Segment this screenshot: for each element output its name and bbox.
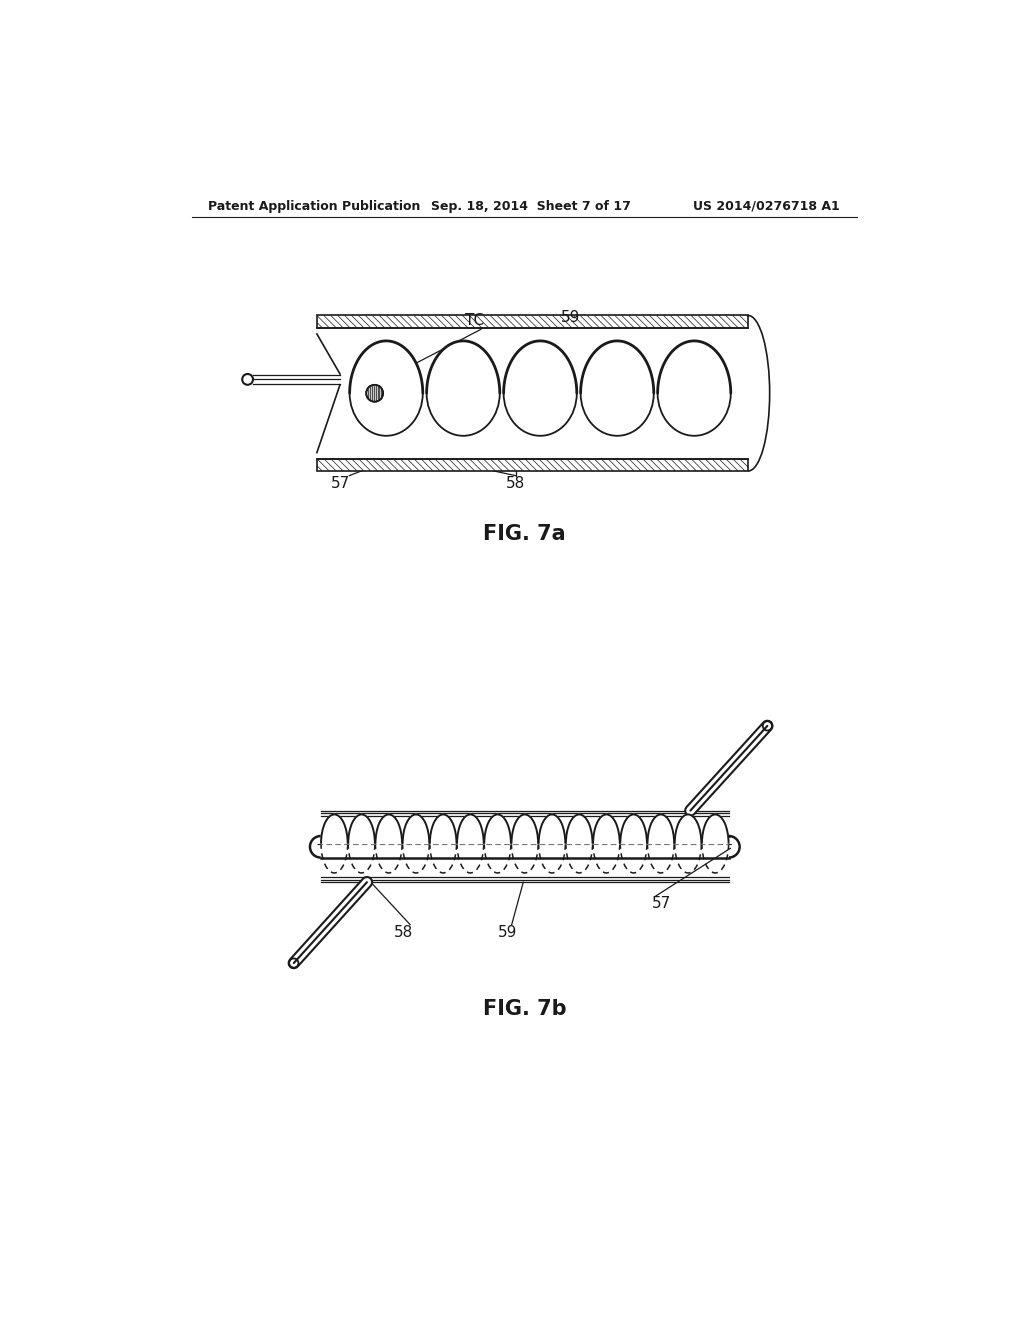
Polygon shape [427,341,500,393]
Text: 57: 57 [652,896,672,911]
Polygon shape [402,814,429,843]
Polygon shape [657,341,731,393]
Text: 59: 59 [561,310,581,325]
Text: Patent Application Publication: Patent Application Publication [208,199,420,213]
Bar [316,459,749,471]
Polygon shape [376,814,402,843]
Text: 59: 59 [498,925,517,940]
Polygon shape [504,341,577,393]
Text: 57: 57 [331,475,349,491]
Bar [316,315,749,327]
Text: 58: 58 [394,925,414,940]
Polygon shape [621,814,647,843]
Polygon shape [430,814,457,843]
Text: TC: TC [465,313,484,327]
Polygon shape [566,814,593,843]
Text: FIG. 7a: FIG. 7a [483,524,566,544]
Polygon shape [484,814,511,843]
Polygon shape [647,814,674,843]
Text: US 2014/0276718 A1: US 2014/0276718 A1 [692,199,840,213]
Text: FIG. 7b: FIG. 7b [483,999,566,1019]
Polygon shape [349,341,423,393]
Polygon shape [593,814,620,843]
Polygon shape [581,341,653,393]
Polygon shape [539,814,565,843]
Text: Sep. 18, 2014  Sheet 7 of 17: Sep. 18, 2014 Sheet 7 of 17 [431,199,631,213]
Text: 58: 58 [506,475,525,491]
Polygon shape [675,814,701,843]
Polygon shape [511,814,539,843]
Polygon shape [348,814,375,843]
Circle shape [367,384,383,401]
Polygon shape [321,814,348,843]
Polygon shape [457,814,483,843]
Polygon shape [701,814,729,843]
